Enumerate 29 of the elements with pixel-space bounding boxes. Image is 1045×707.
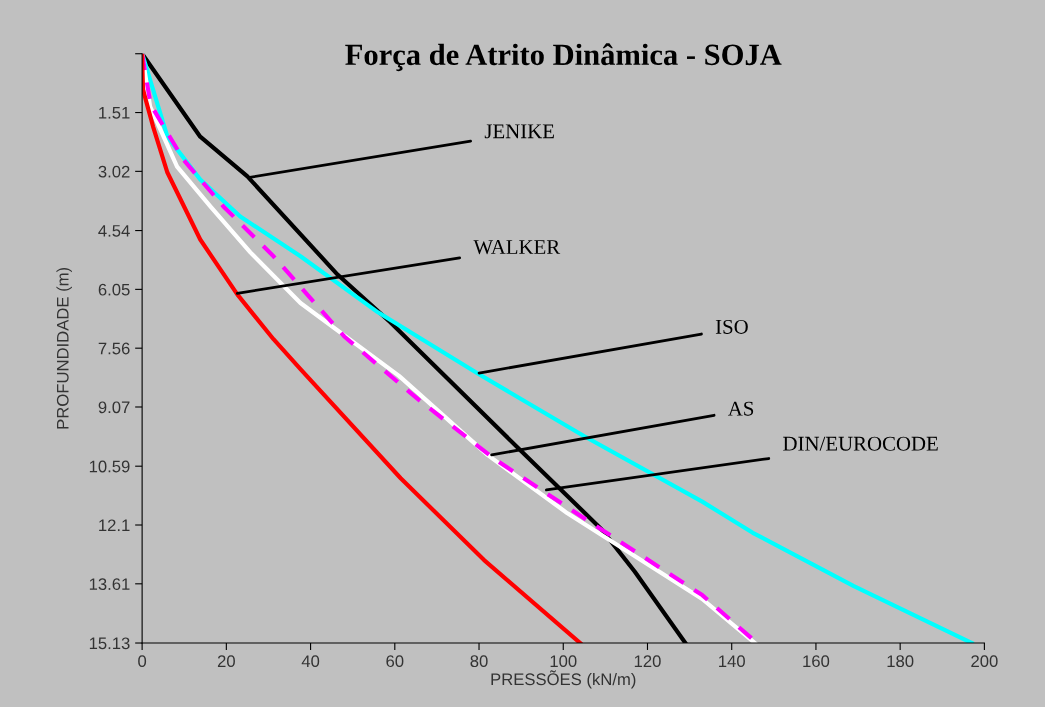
x-tick-label: 120 xyxy=(634,655,661,668)
x-axis-title: PRESSÕES (kN/m) xyxy=(491,670,636,689)
x-tick-label: 80 xyxy=(470,655,488,668)
annotation: AS xyxy=(727,401,754,416)
y-tick-label: 3.02 xyxy=(98,165,130,178)
y-tick-label: 13.61 xyxy=(89,578,130,591)
y-tick-label: 4.54 xyxy=(98,225,130,237)
x-tick-label: 160 xyxy=(803,655,830,668)
chart-title: Força de Atrito Dinâmica - SOJA xyxy=(345,43,782,72)
x-tick-label: 200 xyxy=(971,655,998,668)
annotation: DIN/EUROCODE xyxy=(783,436,938,451)
annotation: ISO xyxy=(715,319,748,334)
x-tick-label: 180 xyxy=(887,655,914,668)
x-tick-label: 100 xyxy=(550,655,577,668)
y-axis-title: PROFUNDIDADE (m) xyxy=(56,267,72,429)
y-tick-label: 9.07 xyxy=(98,401,130,414)
y-tick-label: 10.59 xyxy=(89,460,130,473)
y-tick-label: 6.05 xyxy=(98,283,130,296)
y-tick-label: 12.1 xyxy=(99,519,130,532)
x-tick-label: 60 xyxy=(386,655,404,668)
y-tick-label: 7.56 xyxy=(98,342,130,355)
x-tick-label: 40 xyxy=(301,655,320,668)
annotation: WALKER xyxy=(473,240,561,255)
x-tick-label: 0 xyxy=(138,655,147,668)
y-tick-label: 1.51 xyxy=(99,107,130,119)
annotation: JENIKE xyxy=(484,124,554,139)
x-tick-label: 20 xyxy=(217,655,235,668)
x-tick-label: 140 xyxy=(719,655,745,668)
y-tick-label: 15.13 xyxy=(89,637,130,650)
